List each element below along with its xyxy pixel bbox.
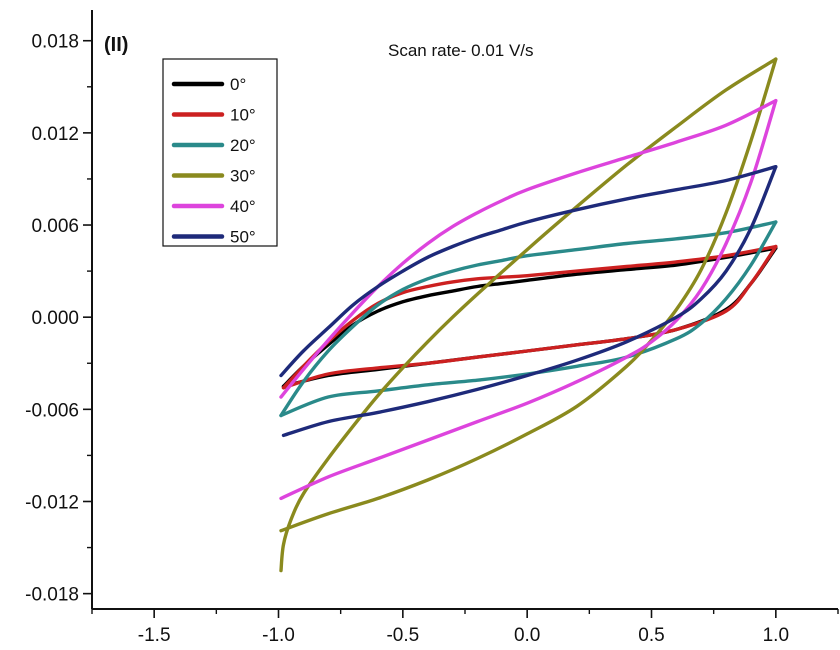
y-tick-label: 0.006 <box>31 216 79 237</box>
series-anodic-curve <box>279 98 778 399</box>
x-tick-label: -1.0 <box>262 625 295 646</box>
y-tick-label: -0.006 <box>25 400 79 421</box>
series-anodic-curve <box>281 246 778 388</box>
scan-rate-annotation: Scan rate- 0.01 V/s <box>388 41 534 60</box>
y-tick-label: -0.018 <box>25 585 79 606</box>
series-cathodic-curve <box>279 57 778 533</box>
y-tick-label: -0.012 <box>25 492 79 513</box>
series-cathodic-curve <box>281 165 778 438</box>
series-3 <box>279 57 778 573</box>
x-ticks: -1.5 -1.0 -0.5 0.0 0.5 1.0 <box>91 609 839 646</box>
series-5 <box>279 165 778 438</box>
legend-item: 30° <box>171 167 256 186</box>
series-2 <box>279 220 778 418</box>
y-tick-label: 0.018 <box>31 32 79 53</box>
legend-label: 30° <box>230 167 256 186</box>
series-cathodic-curve <box>279 220 778 418</box>
legend-label: 40° <box>230 197 256 216</box>
series-anodic-curve <box>281 244 778 390</box>
legend-item: 50° <box>171 228 256 247</box>
legend-item: 40° <box>171 197 256 216</box>
x-tick-label: 0.0 <box>514 625 540 646</box>
legend-box <box>162 58 278 247</box>
legend-label: 20° <box>230 136 256 155</box>
y-tick-label: 0.012 <box>31 124 79 145</box>
panel-label: (II) <box>104 34 128 56</box>
series-cathodic-curve <box>281 244 778 390</box>
legend-item: 0° <box>171 75 246 94</box>
series-cathodic-curve <box>279 98 778 501</box>
x-tick-label: 1.0 <box>763 625 789 646</box>
legend-label: 0° <box>230 75 246 94</box>
series-anodic-curve <box>279 57 778 573</box>
series-1 <box>281 244 778 390</box>
x-tick-label: -1.5 <box>138 625 171 646</box>
y-tick-label: 0.000 <box>31 308 79 329</box>
legend-label: 50° <box>230 228 256 247</box>
legend-item: 20° <box>171 136 256 155</box>
x-tick-label: 0.5 <box>638 625 664 646</box>
series-anodic-curve <box>279 220 778 418</box>
x-tick-label: -0.5 <box>386 625 419 646</box>
series-anodic-curve <box>279 165 778 378</box>
y-ticks: 0.018 0.012 0.006 0.000 -0.006 -0.012 -0.018 <box>25 32 92 606</box>
legend: 0° 10° 20° 30° 40° 50° <box>162 58 278 247</box>
legend-label: 10° <box>230 106 256 125</box>
legend-items: 0° 10° 20° 30° 40° 50° <box>171 75 256 247</box>
series-layer <box>279 57 778 573</box>
series-4 <box>279 98 778 501</box>
legend-item: 10° <box>171 106 256 125</box>
